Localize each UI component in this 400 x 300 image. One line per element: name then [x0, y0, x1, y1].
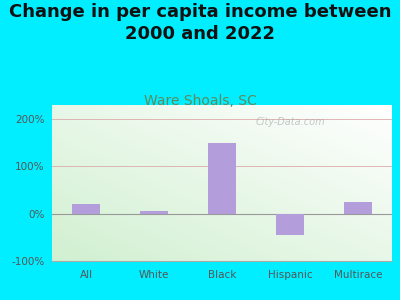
Text: Change in per capita income between
2000 and 2022: Change in per capita income between 2000…	[9, 3, 391, 43]
Bar	[208, 143, 236, 214]
Bar	[72, 204, 100, 214]
Bar	[344, 202, 372, 214]
Text: Ware Shoals, SC: Ware Shoals, SC	[144, 94, 256, 109]
Text: City-Data.com: City-Data.com	[256, 118, 326, 128]
Bar	[140, 212, 168, 214]
Bar	[276, 214, 304, 235]
